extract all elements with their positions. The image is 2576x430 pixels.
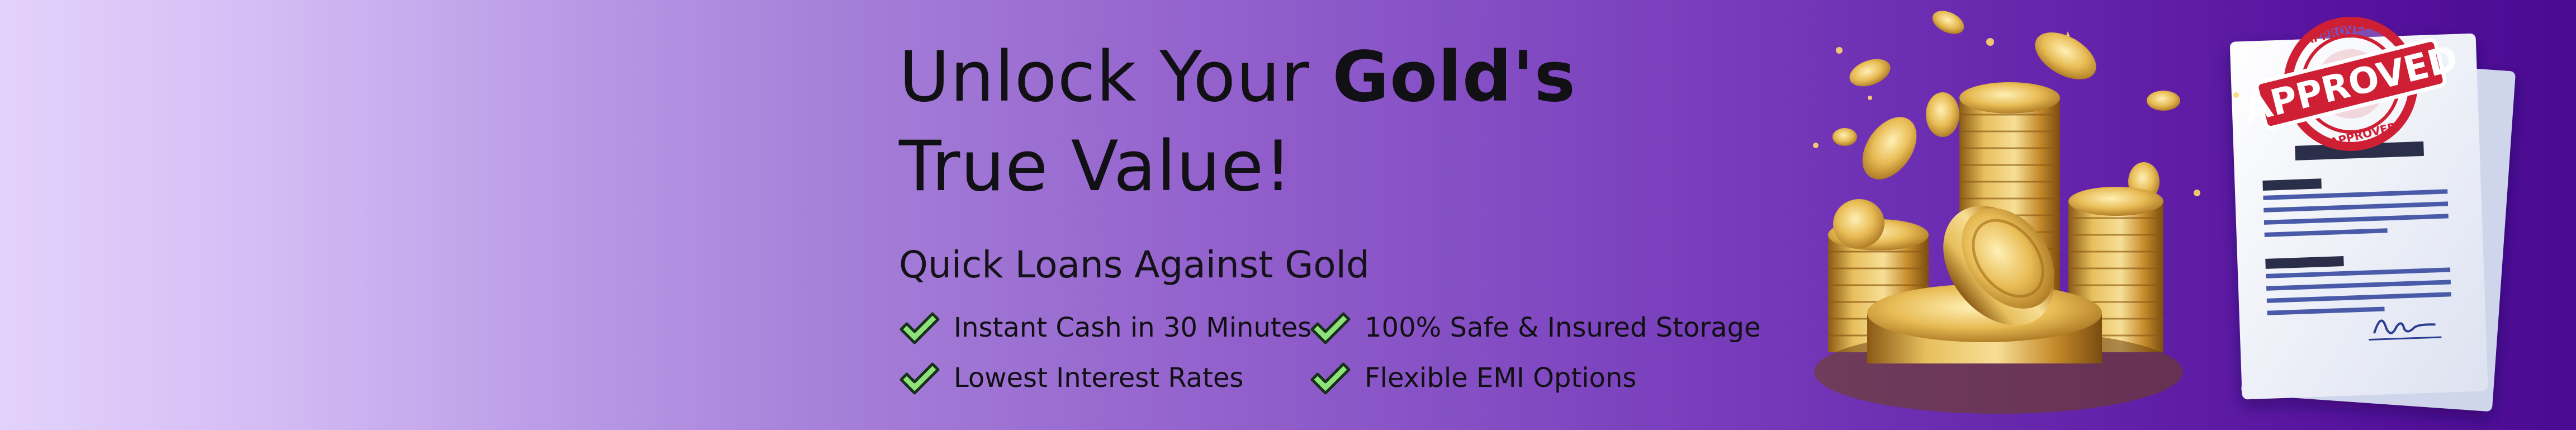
headline-line2: True Value! [899,126,1293,207]
approved-stamp: APPROVED APPROVED APPROVED [2239,17,2462,151]
feature-text: Instant Cash in 30 Minutes [954,312,1312,343]
subheadline: Quick Loans Against Gold [899,243,1370,286]
hero-illustration: APPROVED APPROVED APPROVED [1813,11,2516,414]
headline: Unlock Your Gold's True Value! [899,32,1849,211]
approved-document-illustration [2229,33,2516,412]
feature-list: Instant Cash in 30 Minutes 100% Safe & I… [899,310,1793,395]
feature-item: Instant Cash in 30 Minutes [899,310,1312,345]
check-icon [1310,362,1351,395]
feature-text: Lowest Interest Rates [954,362,1244,394]
feature-text: Flexible EMI Options [1365,362,1637,394]
headline-line1-bold: Gold's [1332,37,1576,117]
feature-text: 100% Safe & Insured Storage [1365,312,1761,343]
banner-copy: Unlock Your Gold's True Value! Quick Loa… [899,32,1849,287]
feature-item: Flexible EMI Options [1310,361,1723,395]
feature-item: 100% Safe & Insured Storage [1310,310,1761,345]
headline-line1-regular: Unlock Your [899,37,1333,117]
feature-item: Lowest Interest Rates [899,361,1310,395]
check-icon [899,312,940,344]
gold-coins-illustration [1813,11,2239,414]
check-icon [1310,312,1351,344]
check-icon [899,362,940,395]
